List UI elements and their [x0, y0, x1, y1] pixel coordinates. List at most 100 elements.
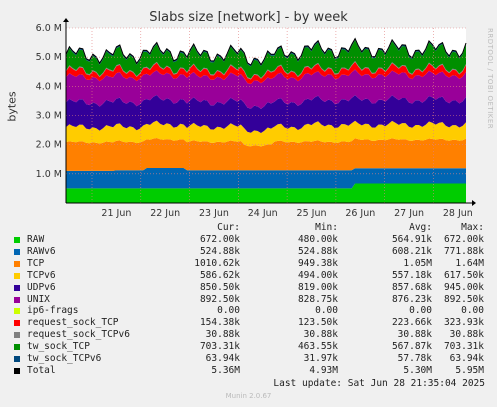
legend-max-value: 30.88k: [449, 329, 484, 341]
x-tick-label: 26 Jun: [345, 208, 375, 219]
last-update: Last update: Sat Jun 28 21:35:04 2025: [273, 378, 485, 389]
legend-row: TCP 1010.62k 949.38k 1.05M 1.64M: [0, 258, 497, 270]
legend-min-value: 524.88k: [297, 245, 338, 257]
y-tick-label: 6.0 M: [36, 23, 62, 34]
legend-row: RAWv6 524.88k 524.88k 608.21k 771.88k: [0, 246, 497, 258]
legend-header-max: Max:: [461, 222, 484, 233]
legend-row: RAW 672.00k 480.00k 564.91k 672.00k: [0, 234, 497, 246]
x-tick-label: 21 Jun: [101, 208, 131, 219]
legend-avg-value: 564.91k: [391, 234, 432, 245]
x-tick-label: 25 Jun: [297, 208, 327, 219]
legend-swatch: [14, 367, 20, 374]
legend-cur-value: 672.00k: [199, 234, 240, 245]
legend-swatch: [14, 332, 20, 339]
legend-cur-value: 1010.62k: [194, 257, 240, 269]
y-tick-label: 5.0 M: [36, 52, 62, 63]
legend-swatch: [14, 308, 20, 315]
legend-min-value: 4.93M: [309, 364, 338, 376]
legend-row: Total 5.36M 4.93M 5.30M 5.95M: [0, 365, 497, 377]
legend-swatch: [14, 284, 20, 291]
legend-min-value: 480.00k: [297, 234, 338, 245]
legend-cur-value: 524.88k: [199, 245, 240, 257]
legend-avg-value: 876.23k: [391, 293, 432, 305]
legend-series-name: TCP: [27, 257, 45, 269]
legend-avg-value: 557.18k: [391, 269, 432, 281]
series-line-total: [65, 37, 467, 66]
legend-header-min: Min:: [315, 222, 338, 233]
series-area-rawv6: [66, 168, 466, 189]
legend-min-value: 494.00k: [297, 269, 338, 281]
legend-swatch: [14, 356, 20, 362]
legend-max-value: 323.93k: [443, 317, 484, 329]
series-area-unix: [66, 69, 466, 109]
legend-swatch: [14, 237, 20, 243]
legend-series-name: request_sock_TCP: [27, 317, 119, 329]
legend-row: tw_sock_TCPv6 63.94k 31.97k 57.78k 63.94k: [0, 353, 497, 365]
legend-series-name: UNIX: [27, 293, 50, 305]
legend-series-name: RAWv6: [27, 245, 56, 257]
rrdtool-watermark: RRDTOOL / TOBI OETIKER: [486, 28, 494, 130]
y-axis-arrow: [63, 18, 69, 22]
legend-swatch: [14, 272, 20, 279]
legend-series-name: Total: [27, 364, 56, 376]
legend-max-value: 771.88k: [443, 245, 484, 257]
legend-avg-value: 223.66k: [391, 317, 432, 329]
legend-avg-value: 57.78k: [397, 353, 432, 364]
y-tick-label: 3.0 M: [36, 111, 62, 122]
legend-cur-value: 154.38k: [199, 317, 240, 329]
legend-max-value: 672.00k: [443, 234, 484, 245]
legend-cur-value: 0.00: [217, 305, 240, 317]
series-area-tcpv6: [66, 120, 466, 147]
x-axis-arrow: [472, 200, 476, 206]
series-area-request-sock-tcp: [66, 61, 466, 84]
legend-series-name: ip6-frags: [27, 305, 79, 317]
munin-version: Munin 2.0.67: [225, 392, 272, 400]
legend-row: TCPv6 586.62k 494.00k 557.18k 617.50k: [0, 270, 497, 282]
legend-row: UNIX 892.50k 828.75k 876.23k 892.50k: [0, 294, 497, 306]
legend-min-value: 31.97k: [303, 353, 338, 364]
legend-cur-value: 30.88k: [205, 329, 240, 341]
legend-row: ip6-frags 0.00 0.00 0.00 0.00: [0, 305, 497, 317]
legend-min-value: 463.55k: [297, 341, 338, 353]
legend-cur-value: 850.50k: [199, 281, 240, 293]
legend-avg-value: 567.87k: [391, 341, 432, 353]
legend-series-name: request_sock_TCPv6: [27, 329, 130, 341]
y-tick-label: 2.0 M: [36, 140, 62, 151]
legend-cur-value: 63.94k: [205, 353, 240, 364]
legend-max-value: 945.00k: [443, 281, 484, 293]
x-tick-label: 24 Jun: [248, 208, 278, 219]
legend-swatch: [14, 260, 20, 267]
legend-avg-value: 0.00: [409, 305, 432, 317]
legend-min-value: 123.50k: [297, 317, 338, 329]
legend-max-value: 63.94k: [449, 353, 484, 364]
legend-row: tw_sock_TCP 703.31k 463.55k 567.87k 703.31k: [0, 341, 497, 353]
legend-series-name: RAW: [27, 234, 45, 245]
legend-cur-value: 892.50k: [199, 293, 240, 305]
legend-max-value: 617.50k: [443, 269, 484, 281]
legend-swatch: [14, 320, 20, 327]
legend-cur-value: 703.31k: [199, 341, 240, 353]
legend-min-value: 0.00: [315, 305, 338, 317]
legend-row: request_sock_TCP 154.38k 123.50k 223.66k 323…: [0, 317, 497, 329]
y-tick-label: 1.0 M: [36, 169, 62, 180]
legend-swatch: [14, 344, 20, 351]
legend-cur-value: 5.36M: [211, 364, 240, 376]
legend-series-name: tw_sock_TCPv6: [27, 353, 102, 364]
legend-series-name: tw_sock_TCP: [27, 341, 90, 353]
legend-row: request_sock_TCPv6 30.88k 30.88k 30.88k 30.8…: [0, 329, 497, 341]
legend-min-value: 828.75k: [297, 293, 338, 305]
legend-series-name: TCPv6: [27, 269, 56, 281]
series-area-raw: [66, 183, 466, 203]
legend-max-value: 5.95M: [455, 364, 484, 376]
legend-cur-value: 586.62k: [199, 269, 240, 281]
legend-swatch: [14, 296, 20, 303]
legend-max-value: 1.64M: [455, 257, 484, 269]
legend-max-value: 0.00: [461, 305, 484, 317]
x-tick-label: 27 Jun: [394, 208, 424, 219]
x-tick-label: 28 Jun: [443, 208, 473, 219]
series-area-udpv6: [66, 95, 466, 133]
legend-row: UDPv6 850.50k 819.00k 857.68k 945.00k: [0, 282, 497, 294]
legend-avg-value: 1.05M: [403, 257, 432, 269]
legend-avg-value: 857.68k: [391, 281, 432, 293]
